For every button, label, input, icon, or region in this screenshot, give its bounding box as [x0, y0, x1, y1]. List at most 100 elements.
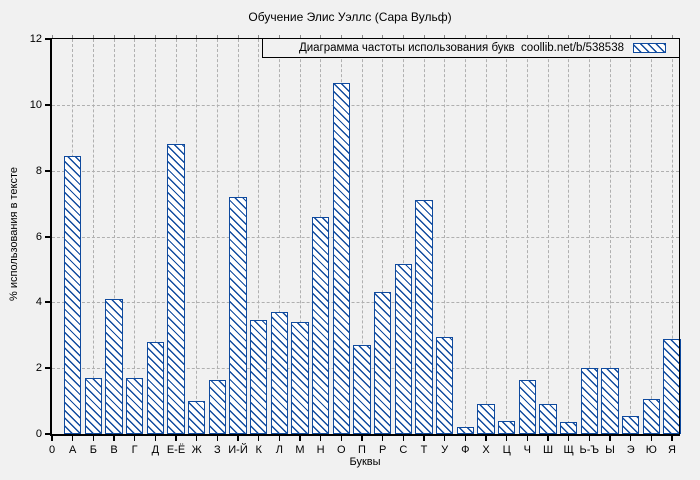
x-tick — [361, 436, 363, 441]
x-top-tick — [237, 35, 239, 38]
x-tick — [113, 436, 115, 441]
x-top-tick — [588, 35, 590, 38]
x-top-tick — [382, 35, 384, 38]
x-top-tick — [196, 35, 198, 38]
v-gridline — [196, 39, 198, 434]
x-tick — [423, 436, 425, 441]
x-top-tick — [175, 35, 177, 38]
x-tick-label: Ж — [191, 444, 202, 456]
x-tick-label: Я — [668, 444, 676, 456]
v-gridline — [485, 39, 487, 434]
x-tick — [319, 436, 322, 441]
v-gridline — [547, 39, 549, 434]
y-tick-label: 12 — [29, 33, 42, 45]
x-tick-label: П — [358, 444, 366, 456]
v-gridline — [671, 39, 673, 434]
bar-Н — [311, 217, 330, 434]
h-gridline — [52, 104, 679, 106]
x-tick — [340, 436, 343, 441]
y-tick — [45, 367, 50, 370]
legend-label: Диаграмма частоты использования букв coo… — [298, 42, 624, 54]
y-tick-label: 0 — [35, 428, 42, 440]
bar-Т — [415, 200, 433, 434]
x-top-tick — [609, 35, 611, 38]
x-tick-label: Ф — [461, 444, 470, 456]
x-top-tick — [506, 35, 508, 38]
x-tick-label: З — [214, 444, 221, 456]
v-gridline — [134, 39, 136, 434]
v-gridline — [464, 39, 466, 434]
x-top-tick — [423, 35, 425, 38]
x-tick-label: Щ — [563, 444, 574, 456]
x-tick — [485, 436, 487, 441]
bar-И-Й — [229, 197, 247, 434]
x-tick-label: М — [295, 444, 305, 456]
y-tick — [45, 433, 50, 435]
bar-Ь-Ъ — [580, 368, 599, 434]
v-gridline — [361, 39, 363, 434]
x-tick — [71, 436, 74, 441]
y-tick-label: 8 — [35, 164, 42, 177]
bar-Ч — [518, 380, 537, 434]
v-gridline — [630, 39, 632, 434]
x-axis-title: Буквы — [349, 456, 381, 468]
bar-Е-Ё — [167, 144, 185, 434]
x-top-tick — [671, 35, 673, 38]
x-tick — [629, 436, 632, 441]
bar-Ц — [497, 421, 516, 434]
x-top-tick — [299, 35, 301, 38]
bar-В — [105, 299, 123, 434]
x-tick — [175, 436, 177, 441]
x-top-tick — [444, 35, 446, 38]
h-gridline — [52, 170, 679, 172]
x-tick-label: О — [337, 444, 346, 456]
v-gridline — [92, 39, 94, 434]
x-top-tick — [154, 35, 156, 38]
x-top-tick — [320, 35, 322, 38]
y-tick — [45, 235, 50, 238]
x-tick-label: 0 — [48, 444, 56, 456]
bar-Г — [125, 378, 144, 434]
bar-Э — [621, 416, 640, 434]
bar-О — [332, 83, 351, 434]
bar-Ф — [456, 427, 475, 434]
bar-Ю — [642, 399, 661, 434]
x-tick — [443, 436, 446, 441]
x-tick-label: А — [68, 444, 77, 456]
x-top-tick — [340, 35, 342, 38]
x-tick — [505, 436, 508, 441]
bar-З — [208, 380, 227, 434]
x-tick-label: С — [399, 444, 408, 456]
bar-Ш — [539, 404, 557, 434]
bar-Х — [477, 404, 495, 434]
v-gridline — [588, 39, 590, 434]
x-tick-label: Н — [316, 444, 325, 456]
x-tick-label: Ч — [523, 444, 531, 456]
x-tick — [154, 436, 157, 441]
x-tick — [464, 436, 467, 441]
bar-С — [394, 264, 413, 434]
x-tick-label: Г — [131, 444, 138, 456]
legend-swatch-icon — [633, 43, 666, 53]
x-tick-label: Р — [378, 444, 387, 456]
x-top-tick — [134, 35, 136, 38]
x-tick-label: Л — [275, 444, 283, 456]
plot-top-border — [52, 38, 679, 39]
x-tick — [547, 436, 549, 441]
bar-А — [63, 156, 82, 434]
x-tick-label: Б — [89, 444, 97, 456]
bar-Щ — [559, 422, 578, 434]
x-tick — [650, 436, 653, 441]
y-tick — [45, 103, 50, 106]
bar-Ы — [601, 368, 619, 434]
x-tick — [381, 436, 384, 441]
x-tick-label: Д — [151, 444, 160, 456]
bar-У — [435, 337, 454, 434]
v-gridline — [402, 39, 404, 434]
x-top-tick — [278, 35, 280, 38]
v-gridline — [506, 39, 508, 434]
x-tick-label: Х — [482, 444, 490, 456]
x-tick — [237, 436, 239, 441]
x-tick-label: Е-Ё — [166, 444, 186, 456]
bar-Л — [270, 312, 289, 434]
